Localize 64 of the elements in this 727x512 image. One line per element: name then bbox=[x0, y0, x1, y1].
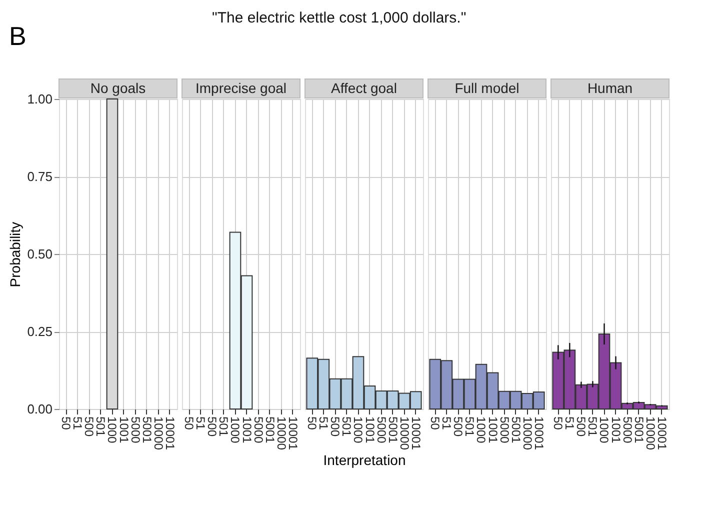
x-tick-label: 5000 bbox=[497, 416, 512, 444]
y-tick-label: 0.75 bbox=[27, 169, 52, 184]
chart-title: No goals bbox=[90, 80, 146, 96]
chart-title: Human bbox=[587, 80, 633, 96]
x-tick-label: 1001 bbox=[240, 416, 254, 444]
x-tick-label: 501 bbox=[94, 416, 108, 437]
x-tick-label: 5000 bbox=[251, 416, 266, 444]
x-tick-label: 1000 bbox=[351, 416, 366, 444]
x-tick-label: 51 bbox=[562, 416, 577, 430]
chart-title: Affect goal bbox=[331, 80, 397, 96]
x-tick-label: 5001 bbox=[140, 416, 154, 444]
y-tick-label: 0.00 bbox=[27, 402, 52, 416]
x-tick-label: 1000 bbox=[105, 416, 120, 444]
y-tick-label: 0.25 bbox=[27, 324, 52, 339]
x-tick-label: 5001 bbox=[632, 416, 646, 444]
x-tick-label: 1000 bbox=[228, 416, 242, 444]
text: "The electric kettle cost 1,000 dollars." bbox=[212, 10, 466, 26]
x-tick-label: 51 bbox=[316, 416, 331, 430]
x-tick-label: 1001 bbox=[486, 416, 500, 444]
y-tick-label: 0.50 bbox=[27, 246, 52, 262]
x-tick-label: 5001 bbox=[508, 416, 523, 444]
y-axis-title: Probability bbox=[7, 222, 24, 288]
x-tick-label: 10000 bbox=[274, 416, 288, 450]
x-tick-label: 501 bbox=[586, 416, 600, 437]
x-tick-label: 10000 bbox=[151, 416, 166, 450]
x-tick-label: 51 bbox=[70, 416, 85, 430]
x-tick-label: 501 bbox=[216, 416, 231, 437]
x-tick-label: 10001 bbox=[162, 416, 177, 450]
x-tick-label: 10000 bbox=[643, 416, 658, 450]
x-tick-label: 1001 bbox=[116, 416, 131, 444]
x-tick-label: 50 bbox=[59, 416, 74, 430]
x-tick-label: 10000 bbox=[397, 416, 412, 450]
x-tick-label: 10001 bbox=[654, 416, 669, 450]
x-tick-label: 1001 bbox=[608, 416, 623, 444]
x-tick-label: 500 bbox=[82, 416, 96, 437]
x-tick-label: 50 bbox=[182, 416, 196, 430]
x-tick-label: 1000 bbox=[597, 416, 612, 444]
x-tick-label: 5001 bbox=[262, 416, 277, 444]
x-tick-label: 1001 bbox=[362, 416, 377, 444]
x-tick-label: 500 bbox=[574, 416, 588, 437]
x-tick-label: 51 bbox=[194, 416, 208, 430]
x-tick-label: 51 bbox=[440, 416, 454, 430]
x-tick-label: 500 bbox=[451, 416, 466, 437]
x-tick-label: 10001 bbox=[286, 416, 300, 450]
x-tick-label: 1000 bbox=[474, 416, 488, 444]
x-axis-title: Interpretation bbox=[323, 452, 406, 468]
x-tick-label: 10000 bbox=[520, 416, 534, 450]
x-tick-label: 10001 bbox=[408, 416, 423, 450]
chart-title: Full model bbox=[454, 80, 520, 96]
x-tick-label: 10001 bbox=[532, 416, 546, 450]
x-tick-label: 5000 bbox=[128, 416, 142, 444]
x-tick-label: 50 bbox=[428, 416, 442, 430]
chart-title: Imprecise goal bbox=[195, 80, 287, 96]
x-tick-label: 5000 bbox=[620, 416, 634, 444]
x-tick-label: 5000 bbox=[374, 416, 388, 444]
x-tick-label: 501 bbox=[340, 416, 354, 437]
x-tick-label: 5001 bbox=[386, 416, 400, 444]
x-tick-label: 501 bbox=[462, 416, 477, 437]
text: B bbox=[9, 21, 26, 51]
x-tick-label: 500 bbox=[205, 416, 220, 437]
y-tick-label: 1.00 bbox=[27, 92, 52, 106]
x-tick-label: 500 bbox=[328, 416, 342, 437]
x-tick-label: 50 bbox=[305, 416, 320, 430]
x-tick-label: 50 bbox=[551, 416, 566, 430]
